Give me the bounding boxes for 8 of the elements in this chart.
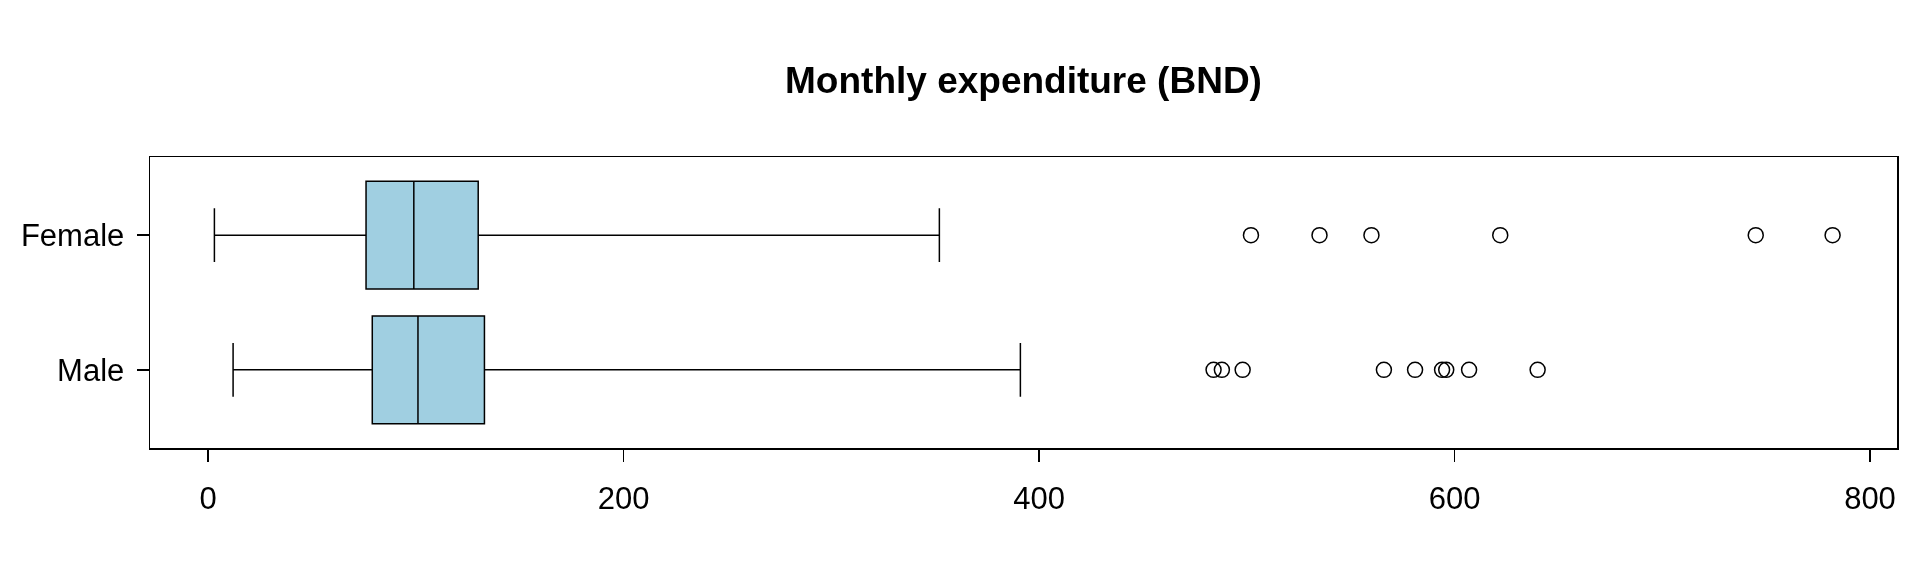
x-tick-label: 400 xyxy=(1013,480,1065,516)
y-tick-label: Female xyxy=(20,217,125,253)
y-tick-label: Male xyxy=(57,352,125,388)
chart-title: Monthly expenditure (BND) xyxy=(785,59,1262,101)
x-tick-label: 800 xyxy=(1844,480,1896,516)
x-tick-label: 600 xyxy=(1428,480,1481,516)
x-tick-label: 200 xyxy=(597,480,650,516)
x-tick-label: 0 xyxy=(199,480,217,516)
